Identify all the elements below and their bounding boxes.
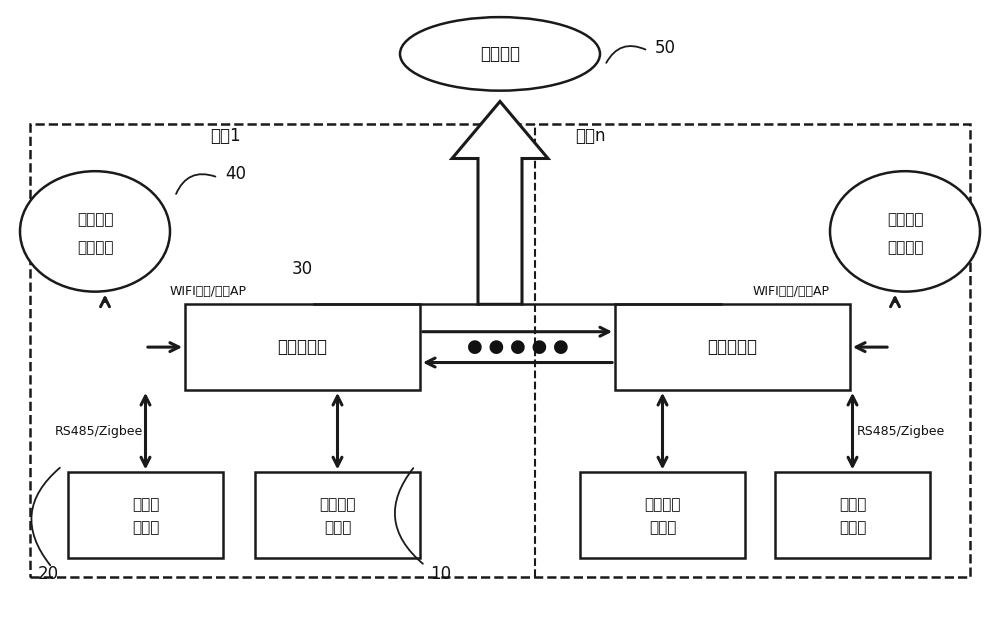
- Text: 端设备: 端设备: [839, 521, 866, 535]
- Text: WIFI模块/无线AP: WIFI模块/无线AP: [170, 285, 247, 298]
- Text: 环境感知: 环境感知: [319, 498, 356, 512]
- FancyBboxPatch shape: [255, 472, 420, 558]
- Text: 管理中心: 管理中心: [77, 240, 113, 255]
- Text: 厨房1: 厨房1: [210, 127, 241, 145]
- Ellipse shape: [400, 17, 600, 91]
- Text: WIFI模块/无线AP: WIFI模块/无线AP: [753, 285, 830, 298]
- Text: 厨房监控: 厨房监控: [887, 212, 923, 228]
- FancyBboxPatch shape: [775, 472, 930, 558]
- FancyBboxPatch shape: [68, 472, 223, 558]
- FancyBboxPatch shape: [185, 304, 420, 390]
- Text: ● ● ● ● ●: ● ● ● ● ●: [467, 338, 568, 356]
- Text: 集中控制器: 集中控制器: [707, 338, 758, 356]
- Text: 20: 20: [38, 565, 59, 583]
- Text: 云服务器: 云服务器: [480, 45, 520, 63]
- Text: 厨房n: 厨房n: [575, 127, 606, 145]
- Text: 环境感知: 环境感知: [644, 498, 681, 512]
- Text: 厨房监控: 厨房监控: [77, 212, 113, 228]
- Text: RS485/Zigbee: RS485/Zigbee: [857, 425, 945, 437]
- Text: 30: 30: [291, 261, 312, 278]
- Text: RS485/Zigbee: RS485/Zigbee: [55, 425, 143, 437]
- Text: 集中控制器: 集中控制器: [278, 338, 328, 356]
- Text: 端设备: 端设备: [132, 521, 159, 535]
- Polygon shape: [452, 101, 548, 304]
- Text: 厨房终: 厨房终: [132, 498, 159, 512]
- Text: 50: 50: [655, 39, 676, 56]
- Text: 厨房终: 厨房终: [839, 498, 866, 512]
- Text: 传感器: 传感器: [649, 521, 676, 535]
- Text: 40: 40: [225, 165, 246, 183]
- Text: 管理中心: 管理中心: [887, 240, 923, 255]
- Ellipse shape: [830, 171, 980, 292]
- Text: 传感器: 传感器: [324, 521, 351, 535]
- Text: 10: 10: [430, 565, 451, 583]
- FancyBboxPatch shape: [30, 124, 970, 577]
- FancyBboxPatch shape: [580, 472, 745, 558]
- FancyBboxPatch shape: [615, 304, 850, 390]
- Ellipse shape: [20, 171, 170, 292]
